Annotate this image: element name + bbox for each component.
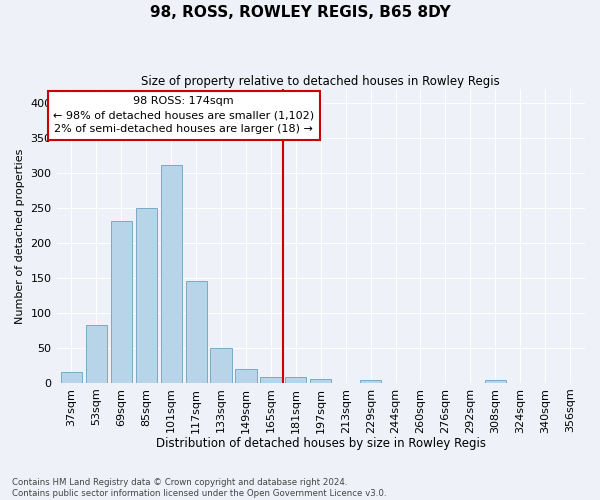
Bar <box>136 208 157 383</box>
Bar <box>211 348 232 383</box>
Text: Contains HM Land Registry data © Crown copyright and database right 2024.
Contai: Contains HM Land Registry data © Crown c… <box>12 478 386 498</box>
Bar <box>285 376 307 383</box>
Text: 98, ROSS, ROWLEY REGIS, B65 8DY: 98, ROSS, ROWLEY REGIS, B65 8DY <box>149 5 451 20</box>
Bar <box>86 325 107 383</box>
Bar <box>360 380 381 383</box>
Bar <box>61 372 82 383</box>
Title: Size of property relative to detached houses in Rowley Regis: Size of property relative to detached ho… <box>142 75 500 88</box>
Bar <box>485 380 506 383</box>
Y-axis label: Number of detached properties: Number of detached properties <box>15 148 25 324</box>
Text: 98 ROSS: 174sqm
← 98% of detached houses are smaller (1,102)
2% of semi-detached: 98 ROSS: 174sqm ← 98% of detached houses… <box>53 96 314 134</box>
Bar <box>260 376 281 383</box>
X-axis label: Distribution of detached houses by size in Rowley Regis: Distribution of detached houses by size … <box>156 437 486 450</box>
Bar <box>185 282 207 383</box>
Bar <box>111 220 132 383</box>
Bar <box>310 380 331 383</box>
Bar <box>235 369 257 383</box>
Bar <box>161 166 182 383</box>
